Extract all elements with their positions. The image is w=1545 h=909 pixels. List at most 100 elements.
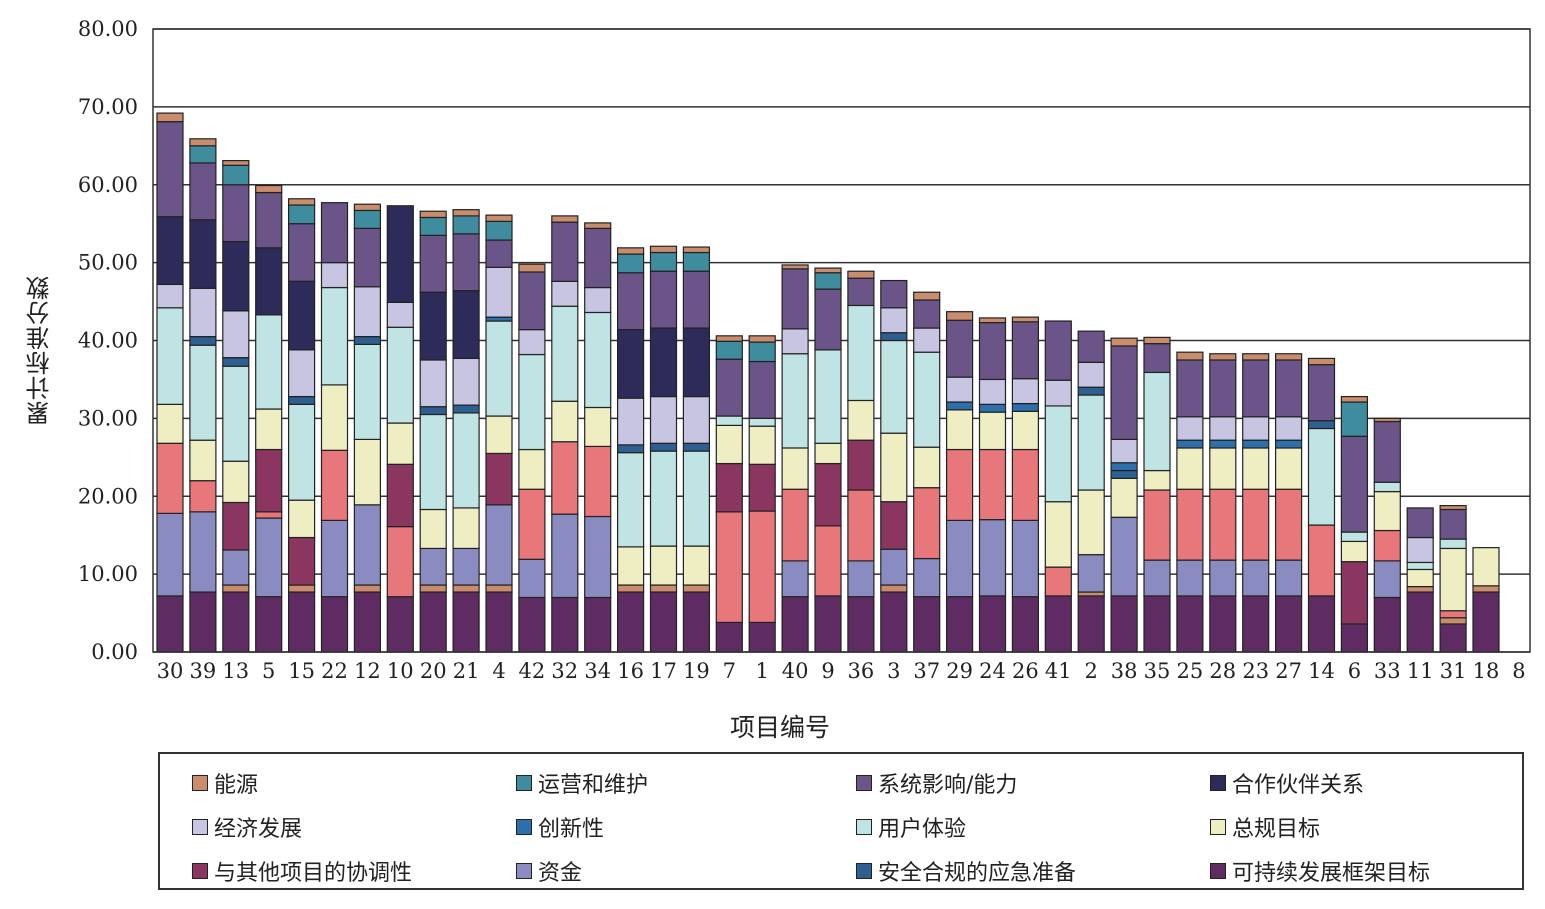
x-tick-label: 14	[1308, 659, 1335, 683]
bar-segment	[452, 404, 480, 414]
x-tick-label: 16	[617, 659, 644, 683]
bar-segment	[880, 591, 908, 653]
x-tick-label: 26	[1012, 659, 1039, 683]
y-tick-label: 60.00	[78, 173, 138, 197]
bar-segment	[978, 403, 1007, 413]
x-tick-label: 25	[1177, 659, 1204, 683]
bar-segment	[419, 291, 447, 361]
bar-segment	[1307, 364, 1336, 422]
legend-swatch	[1210, 775, 1226, 791]
bar-segment	[156, 283, 184, 309]
y-tick-labels: 0.00 10.00 20.00 30.00 40.00 50.00 60.00 70.00 8…	[78, 17, 138, 664]
bar-segment	[222, 357, 250, 367]
bar-segment	[189, 145, 217, 164]
bar-segment	[419, 406, 447, 416]
bar-segment	[419, 210, 447, 219]
bar-segment	[419, 591, 447, 653]
bar-segment	[386, 526, 414, 598]
bar-segment	[880, 279, 908, 309]
bar-segment	[1340, 531, 1369, 543]
bar-segment	[1373, 596, 1401, 653]
bar-segment	[419, 508, 447, 550]
bar-segment	[781, 560, 809, 598]
bar-segment	[255, 596, 283, 653]
bar-segment	[945, 376, 974, 403]
bar-segment	[255, 314, 283, 410]
x-tick-label: 36	[848, 659, 875, 683]
x-tick-label: 38	[1111, 659, 1138, 683]
y-tick-label: 70.00	[78, 95, 138, 119]
legend-label: 与其他项目的协调性	[214, 861, 413, 886]
bar-segment	[715, 462, 743, 513]
bar-segment	[1011, 410, 1040, 451]
bar-segment	[1307, 595, 1336, 653]
bar-segment	[616, 444, 645, 454]
bar-segment	[320, 519, 349, 598]
legend-item-coordination: 与其他项目的协调性	[192, 856, 412, 886]
bar-segment	[1209, 353, 1237, 361]
bar-segment	[748, 360, 776, 419]
bar-segment	[386, 301, 414, 328]
bar-segment	[649, 270, 678, 329]
legend-label: 总规目标	[1232, 817, 1321, 842]
x-tick-label: 5	[262, 659, 275, 683]
legend-swatch	[192, 863, 208, 879]
bar-segment	[1044, 595, 1072, 653]
bar-segment	[156, 216, 184, 286]
bar-segment	[1176, 359, 1204, 418]
bar-segment	[156, 442, 184, 514]
bar-segment	[649, 327, 678, 398]
bar-segment	[386, 596, 414, 653]
bar-segment	[616, 452, 645, 548]
x-tick-label: 24	[979, 659, 1006, 683]
bar-segment	[551, 280, 579, 307]
bar-segment	[1044, 501, 1072, 568]
bar-segment	[255, 184, 283, 194]
bar-segment	[1274, 353, 1303, 361]
x-tick-label: 23	[1242, 659, 1269, 683]
bar-segment	[551, 596, 579, 653]
y-tick-label: 20.00	[78, 484, 138, 508]
bar-segment	[814, 349, 842, 444]
bar-segment	[1176, 488, 1204, 561]
bar-segment	[1472, 591, 1500, 653]
bar-segment	[616, 546, 645, 586]
bar-segment	[584, 311, 612, 409]
bar-segment	[682, 450, 711, 547]
bar-segment	[1143, 371, 1171, 472]
bar-segment	[880, 584, 908, 593]
plot-frame	[152, 28, 1531, 653]
bar-segment	[781, 596, 809, 653]
bar-segment	[1011, 402, 1040, 412]
bar-segment	[1307, 420, 1336, 430]
legend-swatch	[856, 819, 872, 835]
bar-segment	[156, 307, 184, 405]
bar-segment	[1340, 623, 1369, 653]
bar-segment	[616, 328, 645, 399]
bar-segment	[1274, 595, 1303, 653]
bar-segment	[518, 263, 546, 273]
bar-segment	[419, 234, 447, 293]
bar-segment	[584, 406, 612, 448]
bar-segment	[156, 512, 184, 597]
bar-segment	[1373, 481, 1401, 493]
bar-segment	[1110, 345, 1138, 441]
bar-segment	[1176, 595, 1204, 653]
bar-segment	[913, 299, 941, 329]
legend: 能源 运营和维护 系统影响/能力 合作伙伴关系 经济发展 创新性 用户体验 总规…	[158, 752, 1524, 890]
bar-segment	[584, 596, 612, 653]
bar-segment	[288, 403, 316, 501]
bar-segment	[945, 596, 974, 653]
bar-segment	[255, 408, 283, 451]
bar-segment	[1077, 394, 1105, 491]
bar-segment	[1110, 469, 1138, 479]
bar-segment	[1110, 438, 1138, 464]
bar-segment	[748, 510, 776, 624]
bar-segment	[1242, 447, 1270, 490]
x-tick-label: 18	[1473, 659, 1500, 683]
bar-segment	[978, 595, 1007, 653]
y-axis-title: 累计标准分数	[26, 275, 54, 425]
x-tick-label: 9	[821, 659, 834, 683]
bar-segment	[616, 397, 645, 446]
